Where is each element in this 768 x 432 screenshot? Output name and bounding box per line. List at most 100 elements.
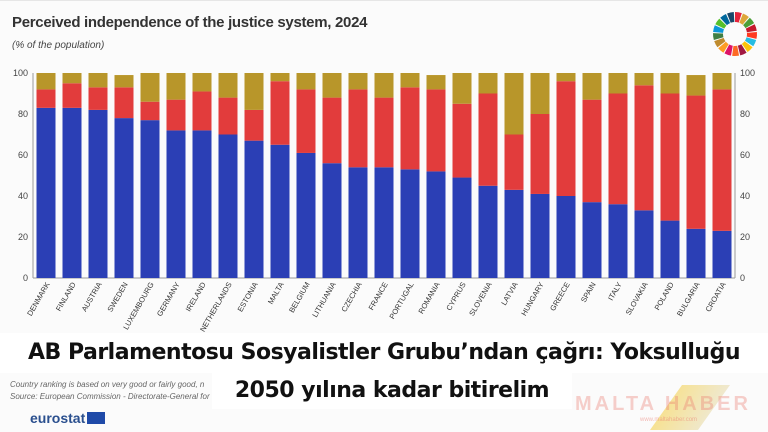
bar-segment-luxembourg-0 [140, 120, 160, 279]
y-tick-label-right: 80 [740, 109, 750, 119]
bar-segment-luxembourg-2 [140, 73, 160, 102]
bar-segment-denmark-2 [36, 73, 56, 90]
bar-segment-slovenia-2 [478, 73, 498, 94]
bar-segment-slovenia-1 [478, 93, 498, 186]
headline-line-1: AB Parlamentosu Sosyalistler Grubu’ndan … [0, 333, 768, 373]
x-tick-label: DENMARK [25, 281, 52, 318]
bar-segment-czechia-2 [348, 73, 368, 90]
bar-segment-hungary-0 [530, 193, 550, 278]
eu-flag-icon [87, 412, 106, 424]
bar-segment-latvia-1 [504, 134, 524, 190]
bar-segment-lithuania-2 [322, 73, 342, 98]
x-tick-label: AUSTRIA [80, 281, 104, 314]
x-tick-label: PORTUGAL [387, 281, 415, 321]
y-tick-label-left: 40 [18, 191, 28, 201]
x-tick-label: FINLAND [54, 280, 78, 313]
eurostat-text: eurostat [30, 410, 86, 426]
bar-segment-bulgaria-2 [686, 75, 706, 96]
x-tick-label: GERMANY [155, 281, 182, 318]
bar-segment-romania-0 [426, 171, 446, 278]
bar-segment-austria-1 [88, 87, 108, 110]
bar-segment-italy-0 [608, 204, 628, 278]
y-tick-label-left: 60 [18, 150, 28, 160]
bar-segment-germany-0 [166, 130, 186, 278]
bar-segment-poland-0 [660, 220, 680, 278]
sdg-wheel-icon-segment [746, 31, 757, 39]
bar-segment-spain-0 [582, 202, 602, 278]
bar-segment-netherlands-2 [218, 73, 238, 98]
bar-segment-france-0 [374, 167, 394, 278]
x-tick-label: SWEDEN [105, 281, 129, 314]
bar-segment-croatia-0 [712, 230, 732, 278]
x-tick-label: FRANCE [367, 281, 390, 312]
bar-segment-denmark-0 [36, 107, 56, 278]
bar-segment-cyprus-1 [452, 103, 472, 178]
bar-segment-spain-1 [582, 99, 602, 203]
x-tick-label: ESTONIA [236, 281, 260, 314]
bar-segment-czechia-0 [348, 167, 368, 278]
bar-segment-estonia-1 [244, 109, 264, 141]
ranking-note: Country ranking is based on very good or… [10, 380, 205, 389]
bar-segment-sweden-2 [114, 75, 134, 88]
eurostat-logo: eurostat [30, 410, 106, 426]
bar-segment-finland-1 [62, 83, 82, 108]
x-tick-label: LITHUANIA [310, 281, 337, 319]
bar-segment-romania-1 [426, 89, 446, 172]
bar-segment-slovakia-0 [634, 210, 654, 278]
x-tick-label: CZECHIA [339, 281, 363, 314]
bar-segment-france-2 [374, 73, 394, 98]
bar-segment-estonia-0 [244, 140, 264, 278]
bar-segment-hungary-1 [530, 114, 550, 194]
x-tick-label: BELGIUM [287, 281, 312, 315]
bar-segment-cyprus-2 [452, 73, 472, 104]
x-tick-label: ITALY [606, 281, 624, 303]
bar-segment-poland-1 [660, 93, 680, 221]
bar-segment-belgium-1 [296, 89, 316, 153]
bar-segment-austria-0 [88, 109, 108, 279]
sdg-wheel-icon-segment [713, 33, 724, 41]
bar-segment-portugal-0 [400, 169, 420, 278]
y-tick-label-left: 80 [18, 109, 28, 119]
bar-segment-bulgaria-0 [686, 228, 706, 278]
y-tick-label-right: 20 [740, 232, 750, 242]
bar-segment-spain-2 [582, 73, 602, 100]
x-tick-label: SPAIN [579, 281, 598, 305]
sdg-wheel-icon-segment [739, 13, 749, 25]
sdg-wheel-icon-segment [718, 41, 729, 53]
bar-segment-finland-0 [62, 107, 82, 278]
y-tick-label-left: 100 [13, 68, 28, 78]
bar-segment-belgium-2 [296, 73, 316, 90]
sdg-wheel-icon-segment [715, 18, 727, 29]
x-tick-label: MALTA [266, 281, 286, 306]
sdg-wheel-icon-segment [744, 37, 757, 47]
bar-segment-malta-1 [270, 81, 290, 145]
x-tick-label: GREECE [548, 281, 572, 313]
bar-segment-malta-0 [270, 144, 290, 278]
bar-segment-croatia-1 [712, 89, 732, 231]
bar-segment-poland-2 [660, 73, 680, 94]
sdg-wheel-icon-segment [732, 45, 740, 57]
bar-segment-ireland-1 [192, 91, 212, 131]
y-tick-label-right: 60 [740, 150, 750, 160]
x-tick-label: CROATIA [704, 281, 728, 314]
bar-segment-cyprus-0 [452, 177, 472, 278]
bar-segment-estonia-2 [244, 73, 264, 110]
bar-segment-sweden-1 [114, 87, 134, 119]
x-tick-label: POLAND [653, 280, 677, 312]
bar-segment-greece-0 [556, 196, 576, 278]
sdg-wheel-icon-segment [727, 12, 735, 23]
y-tick-label-left: 20 [18, 232, 28, 242]
sdg-wheel-icon-segment [720, 13, 731, 26]
bar-segment-hungary-2 [530, 73, 550, 114]
bar-segment-netherlands-1 [218, 97, 238, 135]
y-tick-label-right: 100 [740, 68, 755, 78]
sdg-wheel-icon-segment [714, 37, 726, 48]
x-tick-label: IRELAND [184, 280, 208, 313]
bar-segment-czechia-1 [348, 89, 368, 168]
bar-segment-germany-2 [166, 73, 186, 100]
bar-segment-germany-1 [166, 99, 186, 131]
bar-segment-italy-1 [608, 93, 628, 205]
sdg-wheel-icon-segment [737, 44, 747, 56]
bar-segment-portugal-2 [400, 73, 420, 88]
